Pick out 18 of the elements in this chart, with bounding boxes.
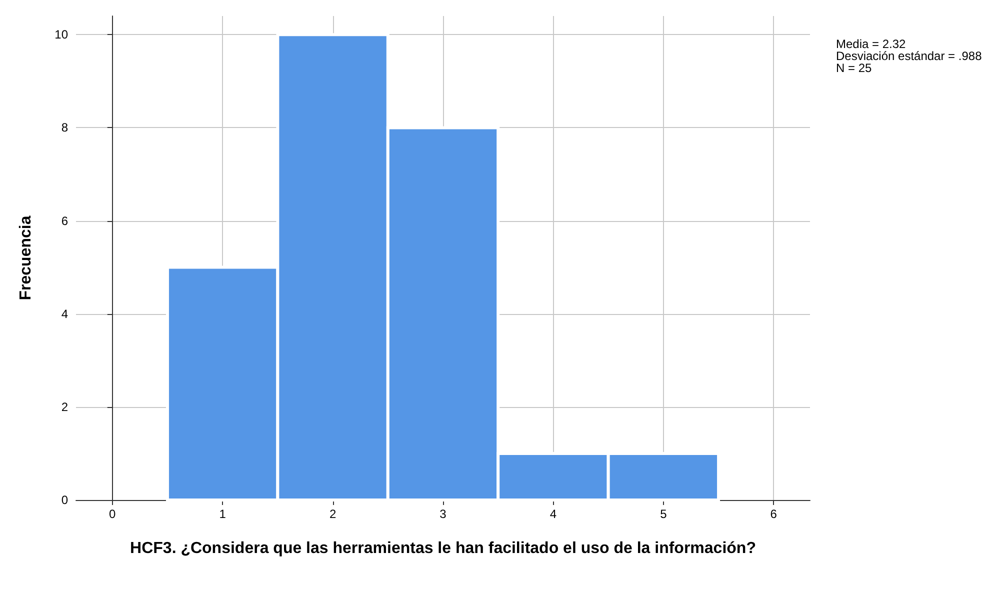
text: N = 25 (836, 61, 872, 75)
x-tick-label: 3 (440, 507, 447, 521)
y-tick-label: 2 (61, 400, 68, 414)
x-tick-label: 2 (329, 507, 336, 521)
y-tick-label: 0 (61, 493, 68, 507)
x-tick-label: 0 (109, 507, 116, 521)
x-tick-label: 5 (660, 507, 668, 521)
text: Desviación estándar = .988 (836, 49, 982, 63)
x-tick-label: 1 (219, 507, 226, 521)
y-axis-title: Frecuencia (18, 216, 34, 300)
y-tick-label: 4 (61, 306, 68, 321)
y-tick-label: 10 (54, 28, 68, 42)
x-tick-label: 6 (770, 507, 778, 521)
x-tick-label: 4 (550, 507, 557, 521)
x-axis-title: HCF3. ¿Considera que las herramientas le han facilitado el uso de la información? (130, 540, 756, 557)
y-tick-label: 6 (61, 214, 68, 228)
text: Media = 2.32 (836, 37, 906, 51)
y-tick-label: 8 (61, 120, 68, 135)
